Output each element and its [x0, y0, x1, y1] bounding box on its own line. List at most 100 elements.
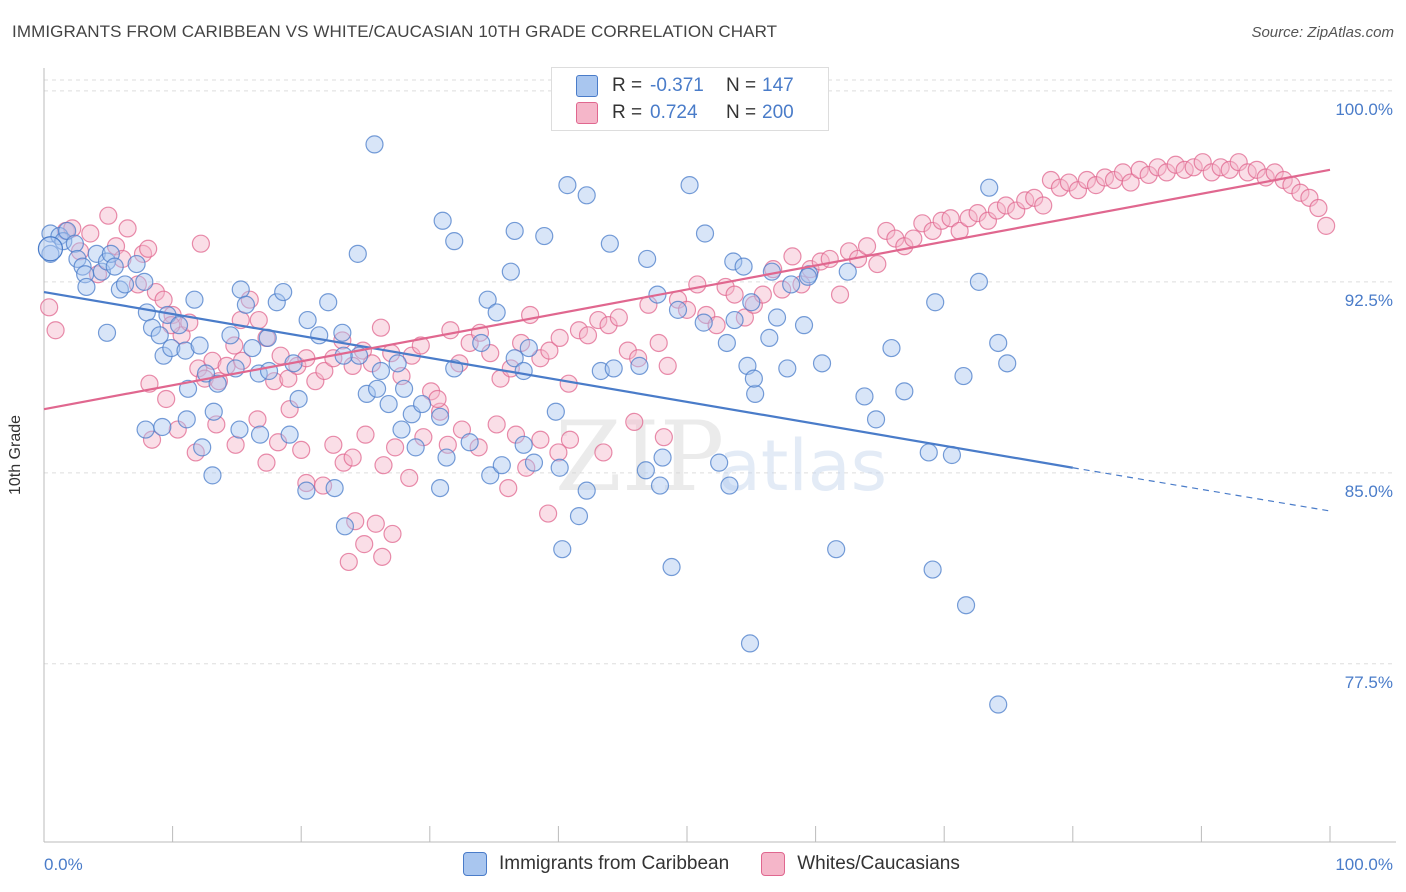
- caribbean-point: [668, 300, 688, 319]
- whites-point: [226, 435, 245, 454]
- whites-point: [346, 512, 365, 531]
- y-tick-label: 77.5%: [1345, 673, 1393, 692]
- caribbean-point: [695, 224, 715, 243]
- whites-point: [411, 336, 430, 355]
- caribbean-point: [406, 438, 425, 457]
- whites-point: [539, 504, 558, 523]
- series-caribbean-points: [37, 135, 1017, 714]
- whites-point: [941, 209, 960, 228]
- caribbean-point: [882, 338, 901, 358]
- caribbean-point: [505, 349, 524, 368]
- caribbean-point: [388, 354, 407, 373]
- whites-point: [374, 456, 393, 475]
- whites-point: [139, 239, 158, 258]
- caribbean-point: [392, 420, 411, 439]
- tick-labels: 100.0% 92.5% 85.0% 77.5% 0.0% 100.0%: [44, 100, 1393, 874]
- caribbean-point: [365, 135, 384, 154]
- caribbean-point: [445, 232, 464, 251]
- whites-point: [913, 214, 932, 233]
- whites-point: [118, 219, 137, 238]
- whites-point: [923, 221, 942, 241]
- caribbean-point: [550, 458, 569, 477]
- caribbean-point: [190, 336, 209, 355]
- caribbean-point: [150, 326, 169, 345]
- caribbean-point: [430, 407, 450, 426]
- whites-point: [1148, 158, 1167, 177]
- caribbean-point: [558, 176, 577, 195]
- caribbean-point: [319, 293, 338, 312]
- x-tick-label: 100.0%: [1335, 855, 1393, 874]
- caribbean-point: [193, 438, 212, 457]
- whites-point: [191, 234, 210, 253]
- whites-point: [146, 282, 165, 302]
- whites-point: [168, 420, 187, 439]
- legend-r-value: -0.371: [650, 75, 704, 96]
- caribbean-point: [445, 359, 464, 378]
- whites-point: [355, 535, 374, 554]
- caribbean-point: [514, 361, 533, 381]
- whites-point: [414, 428, 433, 447]
- whites-point: [81, 224, 100, 243]
- whites-point: [549, 443, 568, 462]
- caribbean-point: [335, 517, 355, 536]
- whites-point: [1184, 158, 1203, 177]
- whites-point: [658, 356, 677, 375]
- caribbean-point: [221, 326, 240, 345]
- whites-point: [1130, 160, 1149, 179]
- caribbean-point: [866, 410, 886, 429]
- caribbean-point: [274, 282, 293, 302]
- caribbean-point: [514, 435, 533, 454]
- whites-point: [40, 298, 59, 317]
- caribbean-point: [740, 634, 760, 653]
- caribbean-point: [333, 323, 352, 342]
- caribbean-point: [371, 361, 391, 381]
- whites-point: [578, 326, 598, 345]
- whites-point: [373, 547, 392, 566]
- caribbean-point: [524, 453, 544, 472]
- caribbean-point: [553, 540, 572, 559]
- caribbean-point: [136, 420, 155, 439]
- caribbean-point: [798, 267, 817, 286]
- whites-point: [618, 341, 637, 360]
- whites-point: [1309, 198, 1328, 218]
- caribbean-point: [105, 257, 124, 276]
- whites-point: [978, 211, 998, 230]
- whites-point: [383, 524, 402, 544]
- caribbean-point: [357, 384, 376, 403]
- legend-item-caribbean: Immigrants from Caribbean: [463, 852, 729, 876]
- whites-point: [469, 438, 488, 457]
- caribbean-point: [492, 456, 511, 475]
- caribbean-point: [650, 476, 670, 495]
- caribbean-point: [153, 417, 172, 437]
- caribbean-point: [87, 244, 106, 263]
- whites-point: [540, 341, 559, 360]
- caribbean-point: [280, 425, 299, 444]
- caribbean-point: [778, 359, 797, 378]
- caribbean-point: [989, 333, 1008, 353]
- caribbean-point: [717, 333, 736, 353]
- caribbean-trend-line: [43, 290, 1073, 469]
- whites-point: [366, 514, 385, 533]
- caribbean-point: [178, 379, 198, 398]
- whites-point: [1317, 216, 1336, 235]
- caribbean-point: [334, 346, 353, 365]
- whites-point: [1300, 188, 1319, 207]
- caribbean-point: [289, 389, 308, 409]
- whites-point: [334, 453, 353, 472]
- caribbean-point: [998, 354, 1017, 373]
- y-tick-label: 100.0%: [1335, 100, 1393, 119]
- whites-point: [421, 382, 441, 401]
- whites-point: [725, 285, 744, 304]
- caribbean-point: [433, 211, 452, 230]
- whites-point: [315, 361, 334, 381]
- caribbean-point: [478, 290, 497, 309]
- whites-point: [1229, 153, 1248, 172]
- whites-point: [441, 321, 460, 340]
- whites-point: [371, 318, 391, 337]
- whites-point: [550, 328, 569, 347]
- whites-point: [625, 412, 644, 432]
- caribbean-point: [250, 425, 270, 444]
- chart-source: Source: ZipAtlas.com: [1251, 24, 1394, 41]
- caribbean-point: [926, 293, 945, 312]
- whites-point: [531, 430, 550, 449]
